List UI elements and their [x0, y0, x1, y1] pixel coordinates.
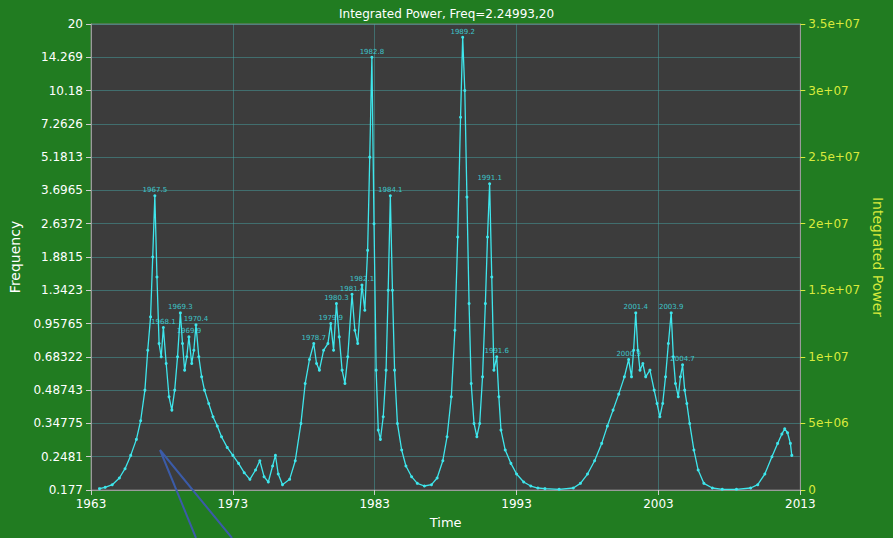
svg-text:2003.9: 2003.9 — [659, 303, 684, 311]
svg-text:1973: 1973 — [218, 497, 249, 511]
svg-text:3e+07: 3e+07 — [808, 84, 848, 98]
svg-text:7.2626: 7.2626 — [41, 117, 83, 131]
svg-text:5e+06: 5e+06 — [808, 416, 848, 430]
svg-text:3.5e+07: 3.5e+07 — [808, 17, 860, 31]
svg-text:1989.2: 1989.2 — [450, 28, 475, 36]
svg-text:14.269: 14.269 — [41, 50, 83, 64]
svg-text:1.5e+07: 1.5e+07 — [808, 283, 860, 297]
svg-text:Time: Time — [429, 515, 462, 530]
svg-text:Integrated Power, Freq=2.24993: Integrated Power, Freq=2.24993,20 — [339, 7, 554, 21]
svg-text:2.6372: 2.6372 — [41, 217, 83, 231]
svg-text:0: 0 — [808, 483, 816, 497]
svg-text:2.5e+07: 2.5e+07 — [808, 150, 860, 164]
svg-text:1e+07: 1e+07 — [808, 350, 848, 364]
svg-text:1980.3: 1980.3 — [324, 294, 349, 302]
svg-text:2000.9: 2000.9 — [616, 350, 641, 358]
svg-text:1978.7: 1978.7 — [301, 334, 326, 342]
svg-text:1.8815: 1.8815 — [41, 250, 83, 264]
svg-text:0.95765: 0.95765 — [33, 317, 83, 331]
svg-text:1967.5: 1967.5 — [143, 186, 168, 194]
svg-text:1984.1: 1984.1 — [378, 186, 403, 194]
svg-text:10.18: 10.18 — [49, 84, 83, 98]
svg-text:1983: 1983 — [359, 497, 390, 511]
svg-text:1970.4: 1970.4 — [184, 315, 209, 323]
svg-text:0.34775: 0.34775 — [33, 416, 83, 430]
svg-text:2013: 2013 — [785, 497, 816, 511]
svg-text:1979.9: 1979.9 — [318, 314, 343, 322]
svg-text:0.2481: 0.2481 — [41, 450, 83, 464]
svg-text:20: 20 — [68, 17, 83, 31]
svg-text:1981.4: 1981.4 — [340, 285, 365, 293]
svg-text:1991.1: 1991.1 — [477, 174, 502, 182]
svg-text:1969.9: 1969.9 — [177, 327, 202, 335]
svg-text:0.48743: 0.48743 — [33, 383, 83, 397]
svg-text:1982.1: 1982.1 — [350, 275, 375, 283]
svg-text:5.1813: 5.1813 — [41, 150, 83, 164]
svg-text:0.177: 0.177 — [49, 483, 83, 497]
svg-text:1969.3: 1969.3 — [168, 303, 193, 311]
svg-text:1991.6: 1991.6 — [484, 347, 509, 355]
svg-text:1968.1: 1968.1 — [151, 318, 176, 326]
svg-text:Frequency: Frequency — [7, 221, 23, 293]
svg-text:1993: 1993 — [501, 497, 532, 511]
svg-text:Integrated Power: Integrated Power — [870, 197, 886, 317]
svg-text:2001.4: 2001.4 — [623, 303, 648, 311]
svg-text:1982.8: 1982.8 — [360, 48, 385, 56]
svg-text:2e+07: 2e+07 — [808, 217, 848, 231]
svg-text:2003: 2003 — [643, 497, 674, 511]
svg-text:0.68322: 0.68322 — [33, 350, 83, 364]
svg-text:3.6965: 3.6965 — [41, 183, 83, 197]
svg-text:1963: 1963 — [76, 497, 107, 511]
svg-text:2004.7: 2004.7 — [670, 355, 695, 363]
svg-text:1.3423: 1.3423 — [41, 283, 83, 297]
